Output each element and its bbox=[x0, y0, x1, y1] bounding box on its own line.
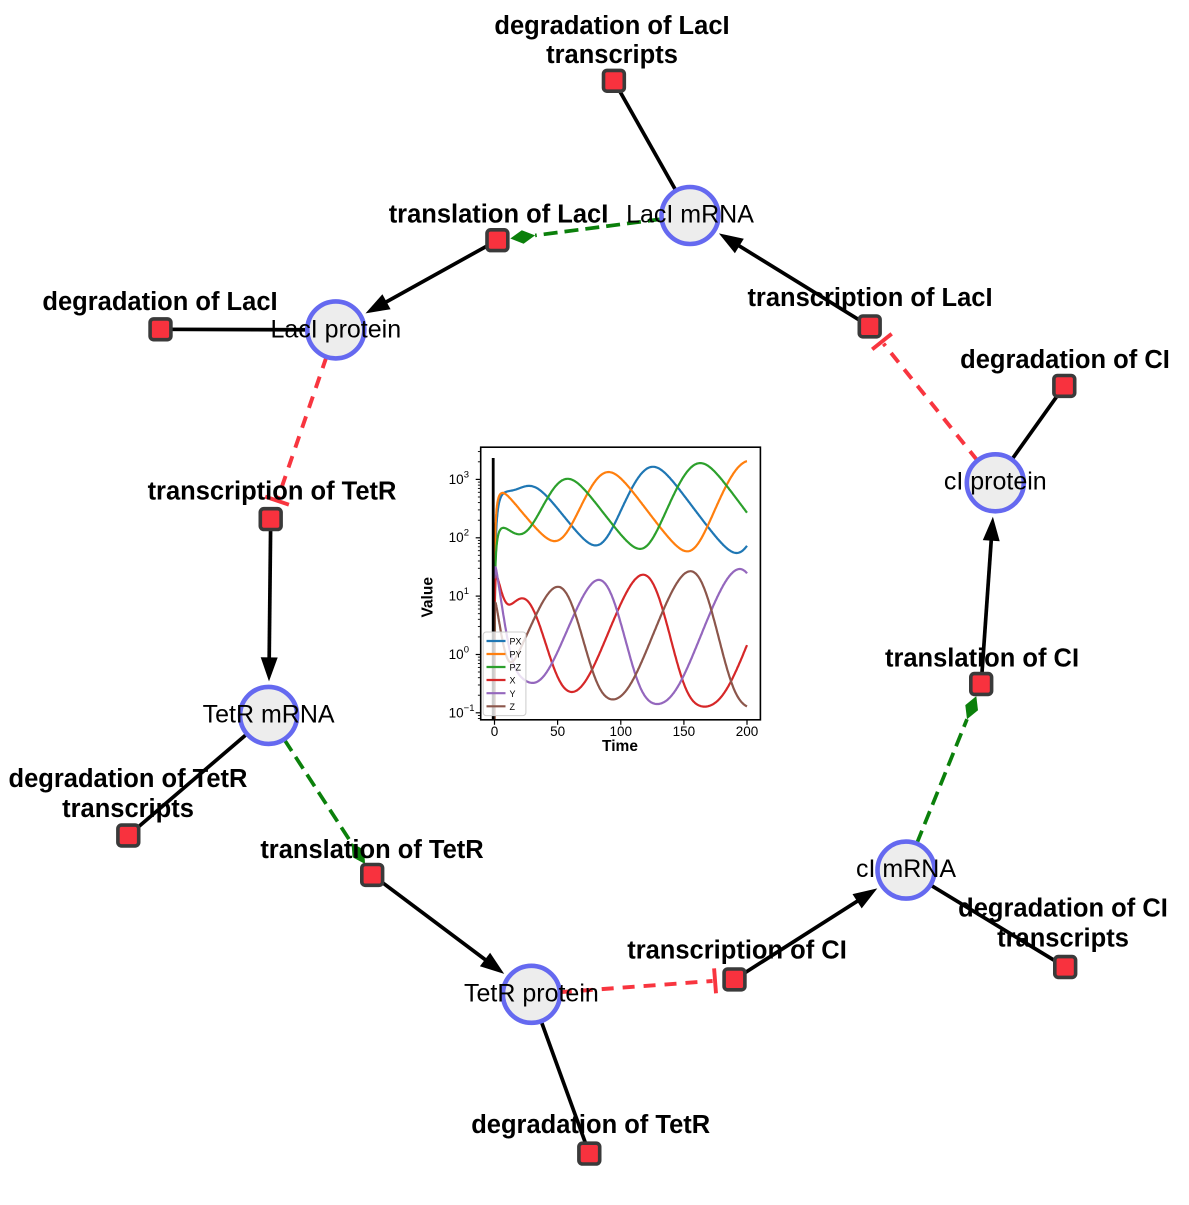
svg-text:degradation of TetR: degradation of TetR bbox=[471, 1111, 710, 1139]
svg-text:Time: Time bbox=[602, 738, 638, 755]
svg-text:translation of CI: translation of CI bbox=[885, 645, 1079, 673]
svg-text:degradation of TetR: degradation of TetR bbox=[9, 765, 248, 793]
svg-text:150: 150 bbox=[673, 724, 696, 739]
svg-text:LacI protein: LacI protein bbox=[270, 315, 401, 343]
svg-text:transcription of CI: transcription of CI bbox=[627, 936, 847, 964]
svg-text:Z: Z bbox=[510, 702, 516, 712]
svg-text:degradation of CI: degradation of CI bbox=[960, 346, 1170, 374]
svg-text:cI protein: cI protein bbox=[944, 468, 1047, 496]
svg-text:degradation of LacI: degradation of LacI bbox=[42, 288, 277, 316]
svg-text:LacI mRNA: LacI mRNA bbox=[626, 200, 754, 228]
svg-text:100: 100 bbox=[610, 724, 633, 739]
svg-text:transcription of LacI: transcription of LacI bbox=[747, 284, 992, 312]
svg-text:TetR mRNA: TetR mRNA bbox=[203, 700, 335, 728]
svg-text:transcripts: transcripts bbox=[546, 41, 678, 69]
svg-text:transcripts: transcripts bbox=[62, 795, 194, 823]
svg-text:Value: Value bbox=[420, 577, 437, 618]
svg-text:translation of TetR: translation of TetR bbox=[260, 836, 483, 864]
svg-text:translation of LacI: translation of LacI bbox=[389, 200, 609, 228]
svg-text:200: 200 bbox=[736, 724, 759, 739]
svg-text:degradation of CI: degradation of CI bbox=[958, 895, 1168, 923]
svg-text:transcripts: transcripts bbox=[997, 924, 1129, 952]
svg-text:50: 50 bbox=[550, 724, 565, 739]
svg-text:PY: PY bbox=[510, 650, 522, 660]
svg-text:Y: Y bbox=[510, 689, 516, 699]
svg-text:TetR protein: TetR protein bbox=[464, 979, 599, 1007]
svg-text:0: 0 bbox=[491, 724, 499, 739]
svg-text:degradation of LacI: degradation of LacI bbox=[494, 12, 729, 40]
svg-text:PZ: PZ bbox=[510, 663, 522, 673]
svg-text:X: X bbox=[510, 676, 516, 686]
svg-text:PX: PX bbox=[510, 637, 522, 647]
svg-text:cI mRNA: cI mRNA bbox=[856, 855, 956, 883]
svg-text:transcription of TetR: transcription of TetR bbox=[148, 478, 397, 506]
